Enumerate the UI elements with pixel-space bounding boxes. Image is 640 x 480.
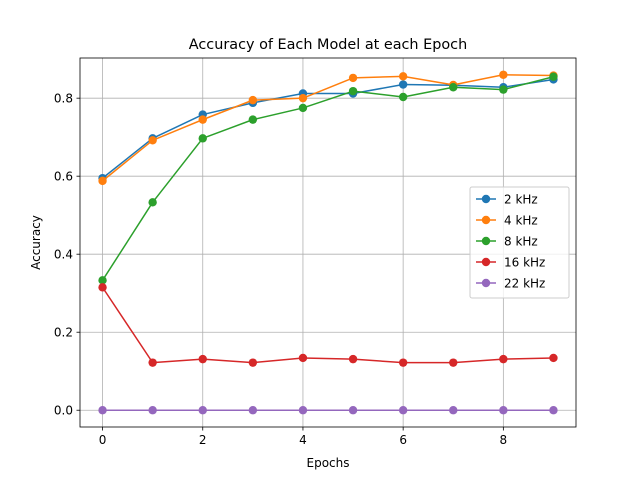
data-point (248, 115, 258, 124)
data-point (98, 406, 107, 415)
legend-label: 8 kHz (504, 234, 538, 248)
data-point (499, 85, 508, 94)
series-8-khz (98, 72, 558, 285)
y-tick-label: 0.8 (54, 91, 73, 105)
legend-item: 2 kHz (476, 192, 538, 206)
y-tick-label: 0.2 (54, 326, 73, 340)
series-22-khz (98, 406, 558, 415)
data-point (398, 358, 408, 367)
x-tick-label: 2 (199, 433, 207, 447)
data-point (298, 93, 308, 103)
legend: 2 kHz 4 kHz 8 kHz 16 kHz 22 kHz (469, 186, 570, 299)
data-point (198, 115, 207, 124)
series-line (102, 74, 554, 182)
data-point (549, 406, 558, 415)
data-point (298, 103, 308, 113)
x-axis-label: Epochs (307, 456, 350, 470)
data-point (148, 136, 157, 145)
legend-label: 4 kHz (504, 213, 538, 227)
data-point (198, 134, 207, 143)
data-point (348, 406, 358, 415)
legend-item: 4 kHz (476, 213, 538, 227)
data-point (198, 406, 207, 415)
legend-item: 22 kHz (476, 276, 545, 290)
data-point (148, 358, 157, 367)
data-point (499, 406, 508, 415)
legend-marker (481, 215, 491, 225)
data-point (148, 406, 157, 415)
data-point (298, 406, 308, 415)
data-point (198, 354, 207, 364)
data-point (248, 358, 258, 367)
legend-label: 22 kHz (504, 276, 545, 290)
data-point (398, 72, 408, 81)
series-line (102, 78, 554, 179)
data-point (549, 72, 558, 81)
legend-marker (481, 257, 491, 267)
data-point (398, 80, 408, 89)
x-tick-label: 6 (399, 433, 407, 447)
x-tick-label: 0 (99, 433, 107, 447)
x-tick-label: 4 (299, 433, 307, 447)
data-point (248, 406, 258, 415)
y-tick-label: 0.6 (54, 169, 73, 183)
series-4-khz (98, 70, 558, 186)
y-tick-label: 0.4 (54, 248, 73, 262)
data-point (398, 92, 408, 102)
plot-frame (79, 57, 577, 428)
y-tick-label: 0.0 (54, 404, 73, 418)
data-point (449, 358, 458, 367)
data-point (298, 353, 308, 363)
legend-marker (481, 278, 491, 288)
data-point (449, 406, 458, 415)
data-point (98, 176, 107, 186)
data-point (549, 353, 558, 363)
series-2-khz (98, 75, 558, 183)
y-axis-label: Accuracy (29, 215, 43, 270)
data-point (499, 70, 508, 79)
legend-item: 8 kHz (476, 234, 538, 248)
data-point (98, 283, 107, 292)
data-point (348, 354, 358, 364)
series-line (101, 286, 554, 364)
series-layer (98, 70, 558, 415)
data-point (98, 276, 107, 285)
ticks: 0 2 4 6 8 0.0 0.2 0.4 0.6 0.8 (54, 91, 507, 447)
data-point (248, 95, 258, 105)
legend-marker (481, 236, 491, 246)
legend-marker (481, 194, 491, 204)
x-tick-label: 8 (500, 433, 508, 447)
legend-label: 2 kHz (504, 192, 538, 206)
data-point (348, 73, 358, 83)
series-16-khz (98, 283, 558, 367)
series-line (101, 75, 554, 281)
legend-box (469, 186, 570, 299)
data-point (499, 354, 508, 364)
data-point (348, 86, 358, 96)
data-point (449, 83, 458, 92)
data-point (148, 198, 157, 207)
legend-label: 16 kHz (504, 255, 545, 269)
legend-item: 16 kHz (476, 255, 545, 269)
data-point (398, 406, 408, 415)
chart-title: Accuracy of Each Model at each Epoch (189, 37, 467, 53)
